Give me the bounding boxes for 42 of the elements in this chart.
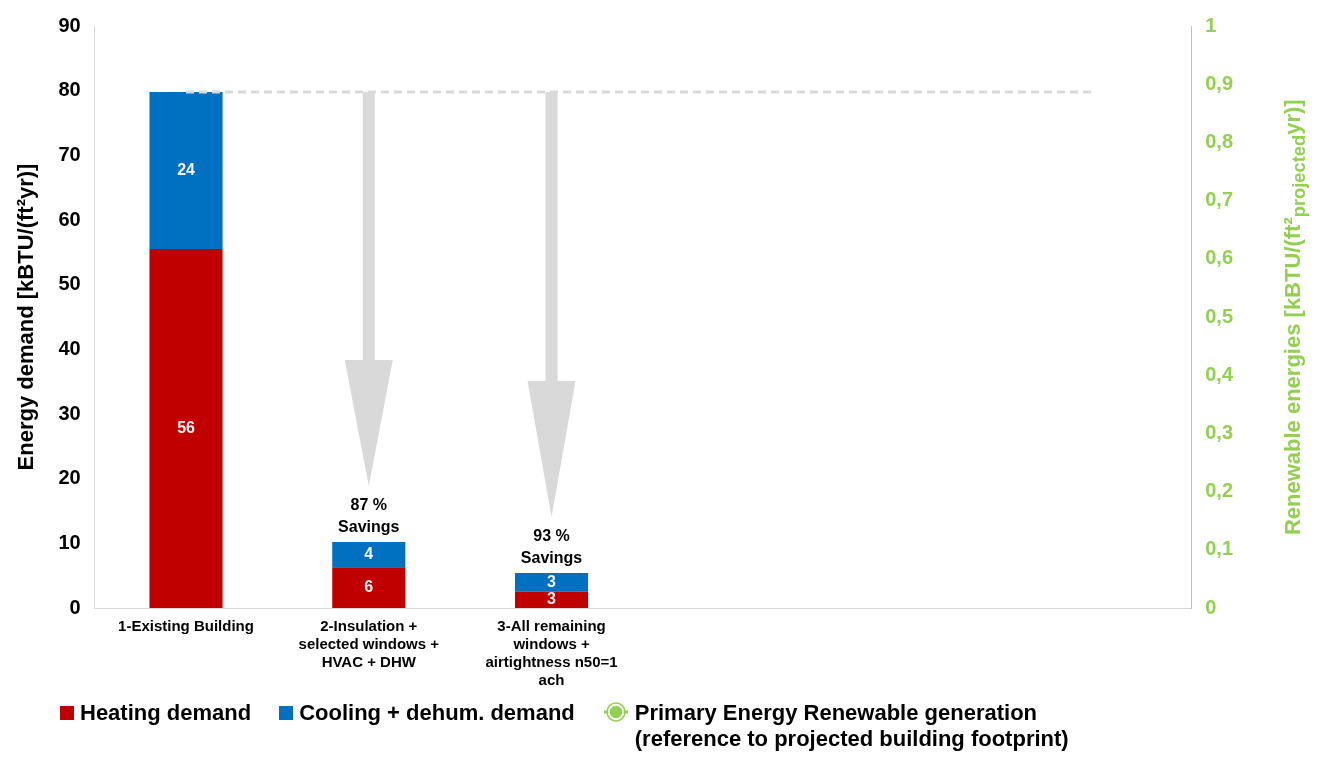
y-tick-label: 90 <box>58 13 81 36</box>
bar <box>514 591 589 608</box>
y-tick-label: 10 <box>58 530 81 553</box>
annotation: 93 % Savings <box>520 527 583 567</box>
y-tick-label: 20 <box>58 466 81 489</box>
data-label: 3 <box>547 572 557 590</box>
y2-tick-label: 0 <box>1205 595 1217 618</box>
data-label: 24 <box>177 160 196 178</box>
annotation: 87 % Savings <box>338 496 400 536</box>
data-label: 56 <box>177 418 196 436</box>
y2-tick-label: 0,5 <box>1205 304 1234 327</box>
data-label: 3 <box>547 590 557 608</box>
y-tick-label: 30 <box>58 401 81 424</box>
bar <box>149 249 223 608</box>
bar <box>332 542 406 568</box>
y-tick-label: 70 <box>58 142 81 165</box>
legend-label: Heating demand <box>80 700 252 726</box>
y2-tick-label: 0,7 <box>1205 188 1234 211</box>
bar <box>514 573 589 592</box>
y-tick-label: 80 <box>58 78 81 101</box>
y-axis-title: Energy demand [kBTU/(ft²yr)] <box>13 163 39 471</box>
y2-tick-label: 1 <box>1205 13 1217 36</box>
y2-tick-label: 0,8 <box>1205 129 1234 152</box>
legend-label: Cooling + dehum. demand <box>299 700 575 726</box>
bar <box>332 567 406 608</box>
y2-tick-label: 0,4 <box>1205 362 1234 385</box>
x-tick-label: 3-All remaining windows + airtightness n50=1 ach <box>485 617 618 689</box>
y2-tick-label: 0,9 <box>1205 71 1234 94</box>
bar <box>149 91 223 250</box>
y-tick-label: 50 <box>58 272 81 295</box>
y-tick-label: 60 <box>58 207 81 230</box>
data-label: 4 <box>364 545 374 563</box>
x-tick-label: 1-Existing Building <box>118 617 254 635</box>
legend-label: Primary Energy Renewable generation (reference to projected building footprint) <box>634 700 1070 752</box>
data-label: 6 <box>364 578 374 596</box>
y2-tick-label: 0,6 <box>1205 246 1234 269</box>
y2-tick-label: 0,3 <box>1205 420 1234 443</box>
x-tick-label: 2-Insulation + selected windows + HVAC + DHW <box>298 617 440 671</box>
y-tick-label: 0 <box>69 595 81 618</box>
y2-tick-label: 0,2 <box>1205 479 1234 502</box>
y2-tick-label: 0,1 <box>1205 537 1234 560</box>
y-tick-label: 40 <box>58 336 81 359</box>
